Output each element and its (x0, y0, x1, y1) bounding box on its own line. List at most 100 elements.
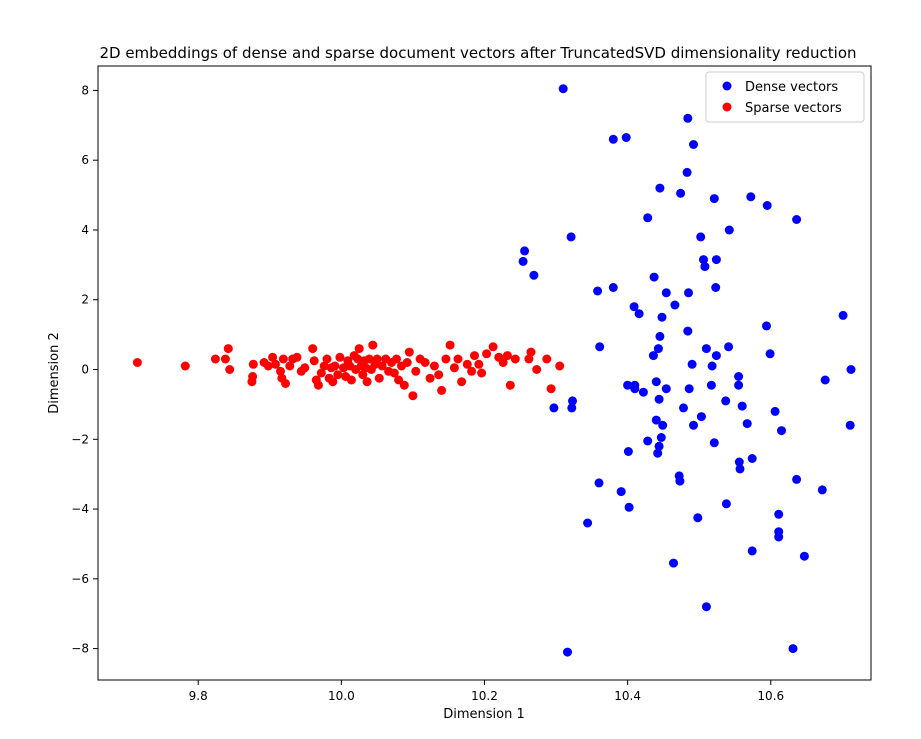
dense-point (735, 464, 745, 474)
dense-point (689, 140, 698, 149)
sparse-point (377, 361, 387, 371)
dense-point (746, 192, 756, 202)
sparse-point (330, 361, 340, 371)
sparse-point (526, 347, 536, 357)
sparse-point (271, 359, 280, 369)
dense-point (724, 225, 734, 235)
sparse-point (542, 354, 552, 364)
sparse-point (399, 380, 409, 390)
y-tick-label: 0 (81, 363, 89, 377)
sparse-point (429, 361, 439, 371)
sparse-point (263, 361, 273, 371)
dense-point (568, 396, 577, 406)
sparse-point (402, 358, 412, 367)
sparse-point (502, 351, 512, 361)
y-tick-label: −4 (71, 502, 89, 516)
dense-point (651, 415, 661, 425)
sparse-point (354, 344, 364, 354)
dense-point (583, 518, 593, 528)
dense-point (630, 384, 640, 394)
legend-label-dense: Dense vectors (745, 80, 838, 95)
dense-point (696, 232, 706, 242)
dense-point (684, 384, 694, 394)
dense-point (638, 387, 648, 397)
sparse-point (441, 354, 451, 364)
legend: Dense vectors Sparse vectors (705, 71, 865, 123)
sparse-point (276, 366, 285, 376)
sparse-point (392, 354, 401, 364)
dense-point (655, 331, 665, 341)
dense-point (747, 454, 757, 463)
sparse-point (210, 354, 220, 364)
dense-point (595, 342, 605, 352)
dense-point (593, 286, 603, 296)
dense-point (661, 288, 671, 298)
dense-point (777, 426, 786, 436)
dense-point (696, 412, 706, 422)
sparse-point (404, 347, 414, 357)
dense-point (762, 321, 771, 331)
sparse-point (425, 373, 435, 383)
sparse-point (510, 354, 520, 364)
sparse-point (223, 344, 233, 354)
legend-marker-sparse (722, 102, 732, 112)
dense-point (623, 447, 633, 456)
legend-box (705, 71, 865, 123)
dense-point (518, 256, 528, 266)
x-axis-label: Dimension 1 (443, 707, 525, 722)
sparse-point (358, 370, 368, 380)
dense-point (734, 380, 744, 390)
dense-point (669, 558, 678, 568)
dense-point (765, 349, 775, 359)
sparse-point (285, 361, 295, 371)
dense-point (747, 546, 757, 556)
dense-point (651, 377, 661, 387)
sparse-point (449, 363, 459, 373)
sparse-point (374, 373, 384, 383)
dense-point (774, 532, 784, 542)
sparse-point (278, 354, 288, 364)
dense-point (838, 310, 848, 320)
sparse-point (453, 354, 463, 364)
sparse-point (445, 340, 455, 350)
sparse-point (462, 359, 472, 369)
dense-point (706, 380, 716, 390)
dense-point (643, 213, 653, 223)
dense-point (621, 133, 631, 142)
dense-point (724, 342, 734, 352)
sparse-point (220, 354, 230, 364)
x-tick-label: 10.2 (471, 689, 498, 703)
sparse-point (474, 359, 484, 369)
dense-point (709, 194, 719, 204)
x-tick-label: 9.8 (189, 689, 208, 703)
dense-point (643, 436, 653, 446)
dense-point (846, 365, 856, 374)
sparse-point (411, 366, 421, 376)
chart-title: 2D embeddings of dense and sparse docume… (99, 44, 856, 62)
dense-point (701, 602, 711, 612)
y-tick-label: 2 (81, 293, 89, 307)
dense-point (792, 474, 802, 484)
y-tick-label: 4 (81, 223, 89, 237)
sparse-point (319, 361, 329, 371)
dense-point (624, 502, 634, 512)
sparse-point (300, 363, 310, 373)
sparse-point (532, 365, 542, 374)
sparse-point (505, 380, 515, 390)
dense-point (657, 312, 667, 322)
dense-point (676, 188, 686, 198)
y-tick-label: −6 (71, 572, 89, 586)
sparse-point (268, 352, 278, 362)
sparse-point (470, 351, 479, 361)
dense-point (711, 283, 721, 292)
dense-point (762, 201, 772, 210)
dense-point (661, 384, 671, 394)
dense-point (654, 441, 664, 451)
dense-point (792, 215, 802, 224)
dense-point (653, 344, 663, 354)
sparse-point (335, 352, 345, 362)
dense-point (774, 509, 784, 519)
sparse-point (247, 377, 257, 387)
dense-point (634, 309, 644, 319)
sparse-point (420, 358, 430, 367)
